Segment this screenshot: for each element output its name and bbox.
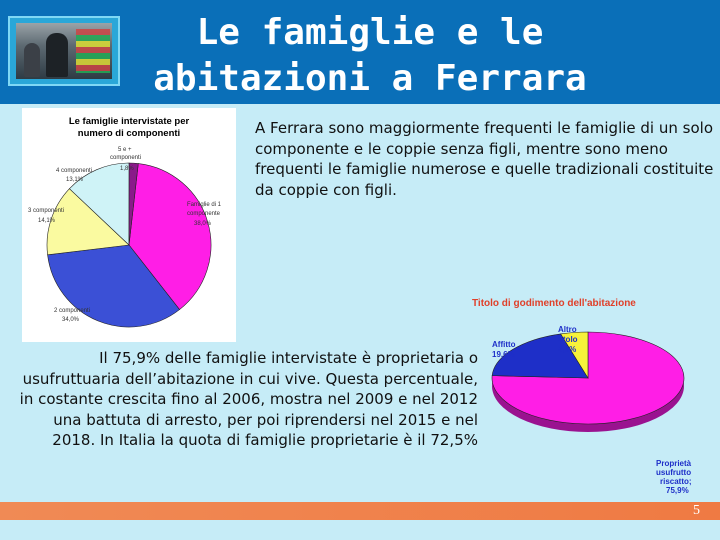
photo-person — [46, 33, 68, 77]
components-pie-chart: Le famiglie intervistate per numero di c… — [28, 116, 222, 328]
photo-person-left — [24, 43, 40, 77]
page-number: 5 — [693, 503, 700, 518]
pie2-label-altro-2: titolo — [558, 335, 578, 344]
tenure-pie-chart: Altro titolo 4,6% Affitto 19,6% Propriet… — [491, 325, 692, 495]
pie2-label-proprieta-2: usufrutto — [656, 468, 691, 477]
pie1-label-3: 3 componenti — [28, 208, 64, 214]
pie2-label-affitto: Affitto — [492, 340, 516, 349]
intro-paragraph: A Ferrara sono maggiormente frequenti le… — [255, 119, 714, 199]
pie2-title: Titolo di godimento dell'abitazione — [472, 298, 636, 309]
tenure-chart: Altro titolo 4,6% Affitto 19,6% Propriet… — [470, 320, 720, 500]
pie2-value-altro: 4,6% — [558, 345, 576, 354]
shop-photo — [16, 23, 112, 79]
pie1-slice-4 — [68, 162, 130, 246]
components-chart-card: Le famiglie intervistate per numero di c… — [22, 108, 236, 342]
title-line-1: Le famiglie e le — [196, 12, 544, 53]
pie1-title-line-2: numero di componenti — [78, 128, 180, 139]
title-line-2: abitazioni a Ferrara — [153, 58, 587, 99]
header-photo — [8, 16, 120, 86]
pie1-slice-5 — [128, 162, 139, 246]
pie1-value-2: 34,0% — [62, 317, 80, 323]
pie1-title-line-1: Le famiglie intervistate per — [69, 116, 190, 127]
pie2-label-proprieta-1: Proprietà — [656, 459, 692, 468]
pie1-slice-2 — [47, 244, 180, 328]
pie1-label-1a: Famiglie di 1 — [187, 202, 222, 208]
pie1-label-5b: componenti — [110, 155, 141, 161]
pie2-value-affitto: 19,6% — [492, 350, 515, 359]
pie1-label-5a: 5 e + — [118, 147, 132, 153]
pie1-slice-3 — [46, 188, 130, 256]
pie2-value-proprieta: 75,9% — [666, 486, 689, 495]
pie1-label-1b: componente — [187, 211, 221, 217]
photo-shelf — [76, 29, 110, 73]
pie1-label-4: 4 componenti — [56, 168, 92, 174]
pie1-value-4: 13,1% — [66, 177, 84, 183]
footer-bar — [0, 502, 720, 520]
pie1-value-5: 1,8% — [120, 166, 134, 172]
pie2-label-proprieta-3: riscatto; — [660, 477, 692, 486]
pie2-label-altro-1: Altro — [558, 325, 577, 334]
pie1-value-1: 38,0% — [194, 221, 212, 227]
slide-title: Le famiglie e le abitazioni a Ferrara — [130, 10, 610, 102]
pie1-slice-1 — [128, 163, 212, 310]
pie1-label-2: 2 componenti — [54, 308, 90, 314]
pie2-slice-2 — [491, 333, 589, 379]
pie2-slice-3 — [560, 331, 589, 380]
ownership-paragraph: Il 75,9% delle famiglie intervistate è p… — [19, 349, 478, 449]
title-bar — [0, 0, 720, 104]
pie1-value-3: 14,1% — [38, 218, 56, 224]
